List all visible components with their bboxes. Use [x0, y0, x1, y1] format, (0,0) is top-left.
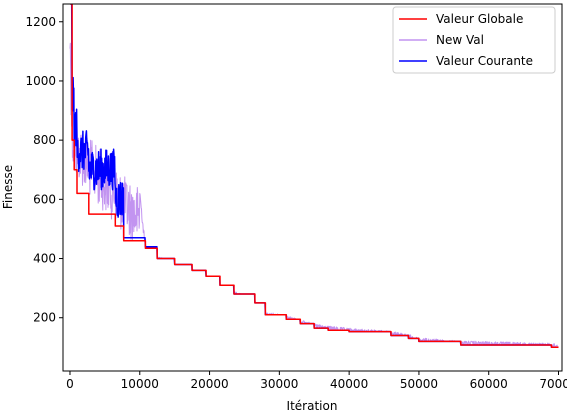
- y-tick-label: 1200: [25, 15, 56, 29]
- x-tick-label: 30000: [260, 377, 298, 391]
- plot-lines: [69, 4, 559, 349]
- x-tick-label: 10000: [121, 377, 159, 391]
- x-tick-label: 40000: [330, 377, 368, 391]
- legend-label: Valeur Globale: [436, 12, 523, 26]
- legend: Valeur Globale New Val Valeur Courante: [392, 6, 556, 74]
- y-tick-label: 200: [33, 311, 56, 325]
- legend-label: New Val: [436, 33, 484, 47]
- y-tick-label: 600: [33, 192, 56, 206]
- x-axis-label: Itération: [287, 399, 338, 413]
- legend-box: [392, 6, 556, 74]
- x-tick-label: 50000: [400, 377, 438, 391]
- x-tick-label: 20000: [190, 377, 228, 391]
- y-axis: 200 400 600 800 1000 1200: [25, 15, 63, 325]
- y-tick-label: 800: [33, 133, 56, 147]
- y-tick-label: 1000: [25, 74, 56, 88]
- series-line-0: [70, 4, 559, 349]
- x-tick-label: 70000: [539, 377, 567, 391]
- plot-frame: [62, 3, 563, 372]
- x-axis: 0 10000 20000 30000 40000 50000 60000 70000: [66, 371, 567, 391]
- x-tick-label: 0: [66, 377, 74, 391]
- y-tick-label: 400: [33, 252, 56, 266]
- x-tick-label: 60000: [470, 377, 508, 391]
- y-axis-label: Finesse: [1, 165, 15, 209]
- legend-label: Valeur Courante: [436, 54, 533, 68]
